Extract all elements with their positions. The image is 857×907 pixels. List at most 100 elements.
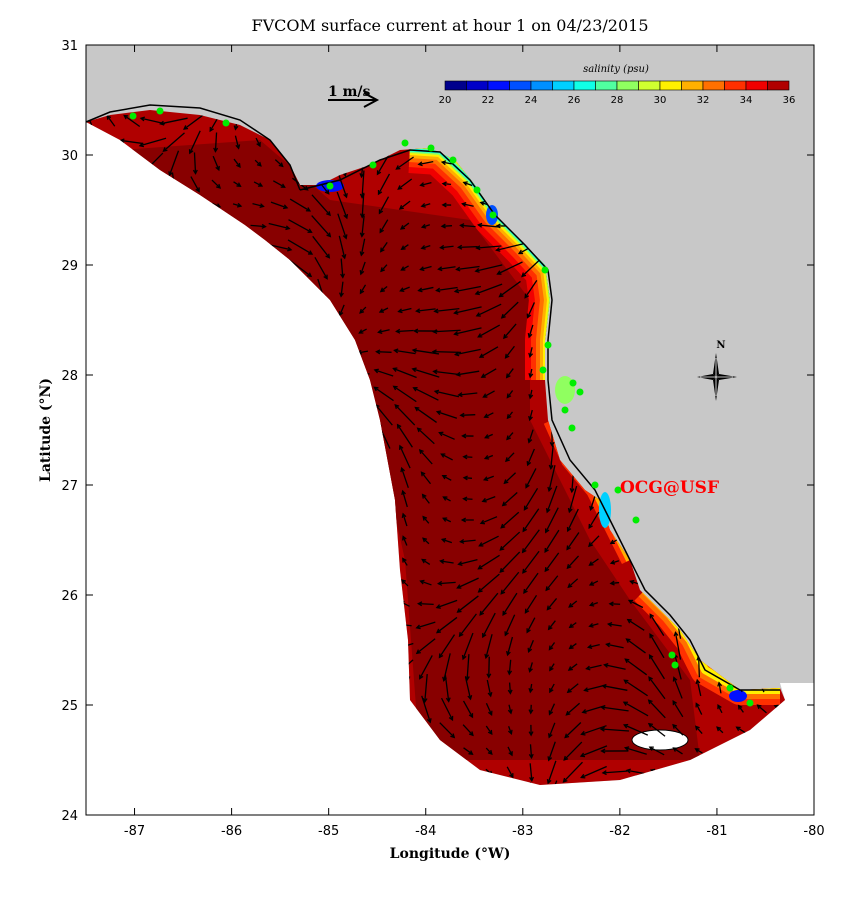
current-arrow-head [422,537,428,543]
watermark-text: OCG@USF [620,478,719,498]
current-arrow [485,725,493,735]
current-arrow [524,594,538,614]
current-arrow-head [456,608,462,613]
current-arrow-head [478,542,484,547]
current-arrow-head [305,207,312,212]
current-arrow-head [432,369,438,375]
current-arrow [478,224,500,228]
colorbar-swatch [552,80,575,91]
current-arrow [400,286,410,292]
current-arrow [550,445,554,469]
current-arrow [503,472,517,484]
current-arrow-head [502,610,507,617]
current-arrow-head [622,701,628,706]
current-arrow [529,744,533,758]
current-arrow-head [257,182,264,187]
current-arrow-head [307,228,313,233]
current-arrow-head [477,222,483,228]
scale-arrow-head [363,92,380,108]
current-arrow-head [441,202,447,208]
current-arrow [505,345,515,359]
current-arrow-head [507,670,513,676]
current-arrow [436,411,458,419]
current-arrow-head [81,568,85,572]
current-arrow [626,638,646,654]
y-tick-label: 27 [61,479,78,494]
current-arrow-head [398,444,404,450]
colorbar-swatch [595,80,618,91]
current-arrow [528,324,534,338]
current-arrow [584,684,604,692]
current-arrow-head [478,353,485,358]
current-arrow-head [526,313,532,319]
current-arrow-head [495,223,501,229]
current-arrow-head [506,650,511,657]
current-arrow-head [440,160,447,166]
y-axis-label: Latitude (°N) [38,378,54,482]
station-marker [561,406,569,414]
current-arrow-head [672,723,678,729]
current-arrow [626,769,646,775]
current-arrow-head [544,567,550,573]
current-arrow-head [527,438,533,444]
current-arrow [529,389,533,399]
current-arrow-head [549,666,554,672]
current-arrow-head [213,147,219,153]
current-arrow-head [419,182,425,187]
station-marker [541,266,549,274]
current-arrow-head [392,385,398,391]
current-arrow-head [413,328,419,334]
x-tick-label: -86 [221,824,242,839]
current-arrow-head [81,628,85,632]
current-arrow [523,572,539,594]
colorbar-swatch [444,80,467,91]
current-arrow [462,632,474,660]
current-arrow-head [484,434,490,439]
current-arrow-head [563,755,569,761]
current-arrow-head [215,165,220,172]
station-marker [614,486,622,494]
current-arrow-head [672,676,678,682]
current-arrow [421,203,431,207]
current-arrow [482,612,496,638]
current-arrow [420,471,432,485]
current-arrow-head [442,496,448,501]
current-arrow-head [419,266,425,272]
current-arrow-head [438,431,444,437]
current-arrow [160,117,188,125]
current-arrow [624,679,648,697]
current-arrow-head [375,349,381,355]
current-arrow-head [499,567,505,573]
current-arrow [610,581,620,585]
current-arrow [648,723,666,737]
current-arrow [563,761,583,783]
current-arrow-head [528,394,534,400]
current-arrow-head [649,633,654,639]
current-arrow [529,662,533,672]
current-arrow-head [285,225,291,231]
current-arrow-head [625,638,631,643]
current-arrow [505,452,515,462]
current-arrow [340,281,344,297]
current-arrow-head [625,768,631,774]
current-arrow-head [498,292,504,298]
current-arrow-head [528,688,534,694]
current-arrow-head [342,234,348,240]
current-arrow [420,182,432,186]
current-arrow-head [433,389,440,395]
colorbar-swatch [509,80,532,91]
current-arrow [480,516,498,524]
current-arrow-head [549,687,554,694]
station-marker [489,211,497,219]
station-marker [632,516,640,524]
current-arrow [252,202,264,208]
current-arrow-head [183,125,189,130]
current-arrow-head [401,489,406,496]
current-arrow-head [419,674,424,680]
current-arrow [568,485,578,513]
plot-area [81,44,815,816]
current-arrow-head [647,722,653,728]
current-arrow [415,407,437,423]
current-arrow-head [307,250,314,255]
current-arrow [183,112,207,130]
